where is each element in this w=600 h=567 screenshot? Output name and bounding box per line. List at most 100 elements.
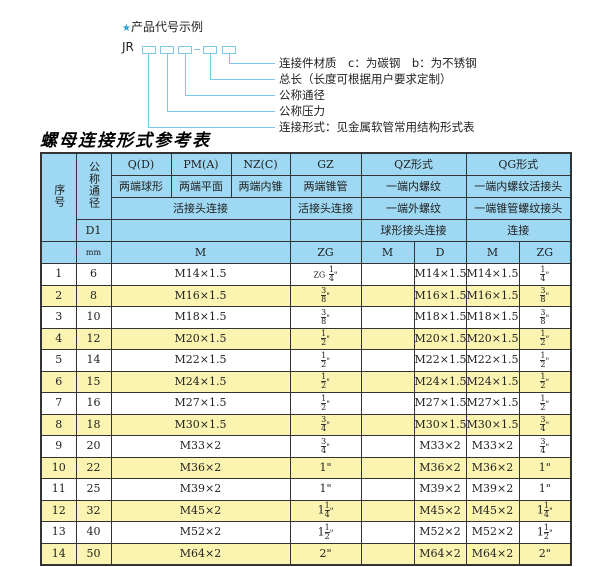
row-zg: 3 8 " — [289, 306, 362, 329]
row-qz-d: M27×1.5 — [413, 392, 467, 415]
row-qg-m: M22×1.5 — [465, 349, 520, 372]
numerator: 3 — [540, 307, 546, 318]
zg-whole: 1" — [319, 482, 332, 496]
numerator: 1 — [540, 264, 546, 275]
header-dn-text: 公称通径 — [87, 161, 101, 209]
row-no: 7 — [40, 392, 77, 415]
header-gz: GZ — [289, 152, 362, 176]
header-qg-m: M — [465, 241, 520, 264]
inch-mark: " — [326, 377, 330, 387]
leader-line — [167, 111, 275, 112]
leader-line — [229, 54, 230, 63]
row-qz-m — [360, 521, 415, 544]
leader-line — [210, 79, 275, 80]
zg-whole: 1 — [317, 525, 325, 539]
denominator: 2 — [321, 402, 327, 412]
label-nominal-pressure: 公称压力 — [279, 104, 325, 118]
header-qz-desc3: 球形接头连接 — [360, 219, 467, 242]
denominator: 4 — [540, 424, 546, 434]
row-qz-d: M24×1.5 — [413, 370, 467, 393]
row-qg-zg: 1 1 4 " — [518, 499, 572, 522]
row-qg-m: M52×2 — [465, 521, 520, 544]
header-conn1: 活接头连接 — [110, 197, 291, 220]
inch-mark: " — [545, 291, 550, 301]
row-m: M14×1.5 — [110, 263, 291, 286]
example-title: ★产品代号示例 — [122, 20, 203, 36]
row-qz-m — [360, 306, 415, 329]
denominator: 4 — [321, 445, 327, 455]
example-title-text: 产品代号示例 — [130, 20, 203, 34]
numerator: 3 — [540, 415, 546, 426]
table-row: 2 8 M16×1.5 3 8 " M16×1.5 M16×1.5 3 8 " — [40, 284, 572, 307]
row-dn: 15 — [75, 370, 112, 393]
row-zg: 3 4 " — [289, 435, 362, 458]
inch-mark: " — [326, 291, 330, 301]
row-dn: 12 — [75, 327, 112, 350]
zg-whole: 2" — [538, 546, 551, 560]
row-qz-m — [360, 456, 415, 479]
row-qg-zg: 1" — [518, 478, 572, 501]
denominator: 8 — [540, 295, 546, 305]
row-no: 6 — [40, 370, 77, 393]
row-zg: 1 2 " — [289, 392, 362, 415]
numerator: 1 — [540, 372, 546, 383]
row-no: 8 — [40, 413, 77, 436]
row-qz-d: M45×2 — [413, 499, 467, 522]
leader-line — [185, 95, 275, 96]
header-qg-desc1: 一端内螺纹活接头 — [465, 175, 572, 198]
row-qz-d: M30×1.5 — [413, 413, 467, 436]
row-qz-m — [360, 435, 415, 458]
row-m: M30×1.5 — [110, 413, 291, 436]
zg-whole: 1 — [536, 525, 544, 539]
row-qg-zg: 3 8 " — [518, 306, 572, 329]
code-slot — [142, 46, 156, 54]
table-title: 螺母连接形式参考表 — [40, 131, 211, 151]
header-zg: ZG — [289, 241, 362, 264]
denominator: 2 — [540, 359, 546, 369]
row-m: M18×1.5 — [110, 306, 291, 329]
inch-mark: " — [545, 420, 550, 430]
header-q: Q(D) — [110, 152, 172, 176]
leader-line — [167, 54, 168, 111]
table-row: 12 32 M45×2 1 1 4 " M45×2 M45×2 1 1 4 " — [40, 499, 572, 522]
header-qg-desc2: 一端锥管螺纹接头 — [465, 197, 572, 220]
numerator: 1 — [324, 522, 330, 533]
header-qg-desc3: 连接 — [465, 219, 572, 242]
star-icon: ★ — [122, 23, 131, 34]
row-zg: 1 1 2 " — [289, 521, 362, 544]
zg-whole: 1" — [538, 482, 551, 496]
row-qg-m: M33×2 — [465, 435, 520, 458]
row-qg-zg: 1 2 " — [518, 370, 572, 393]
row-qg-m: M64×2 — [465, 542, 520, 565]
inch-mark: " — [329, 506, 334, 516]
leader-line — [148, 127, 275, 128]
denominator: 2 — [543, 531, 549, 541]
leader-line — [148, 54, 149, 127]
header-nz-desc: 两端内锥 — [230, 175, 291, 198]
header-pm: PM(A) — [170, 152, 232, 176]
inch-mark: " — [545, 399, 550, 409]
leader-line — [229, 63, 275, 64]
numerator: 1 — [540, 329, 546, 340]
row-dn: 10 — [75, 306, 112, 329]
row-qg-zg: 1 2 " — [518, 327, 572, 350]
row-qz-m — [360, 542, 415, 565]
row-qz-m — [360, 499, 415, 522]
header-d1: D1 — [75, 219, 112, 242]
numerator: 3 — [321, 415, 327, 426]
row-qz-d: M20×1.5 — [413, 327, 467, 350]
row-qz-m — [360, 349, 415, 372]
row-qz-d: M14×1.5 — [413, 263, 467, 286]
row-qz-m — [360, 284, 415, 307]
zg-whole: 1" — [319, 460, 332, 474]
row-no: 11 — [40, 478, 77, 501]
denominator: 8 — [321, 316, 327, 326]
